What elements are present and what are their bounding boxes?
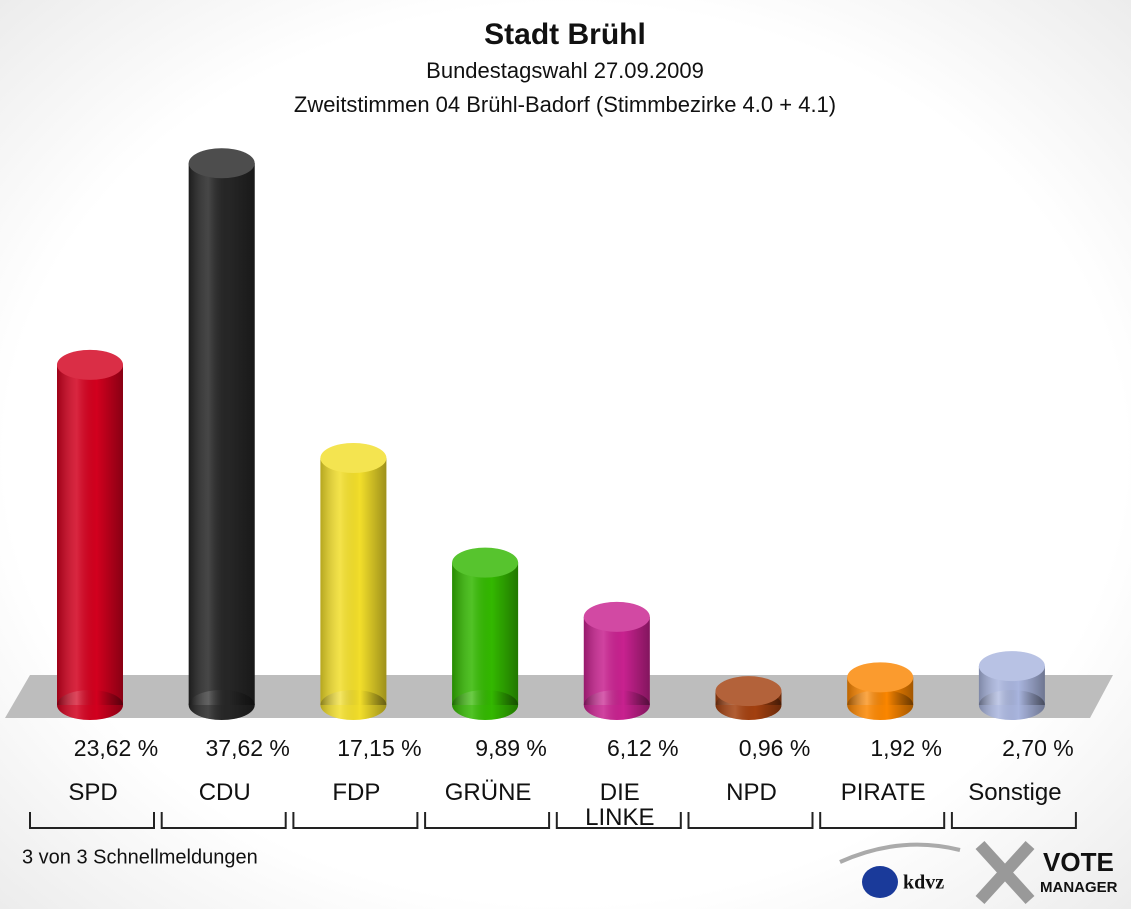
chart-subtitle: Zweitstimmen 04 Brühl-Badorf (Stimmbezir… — [294, 92, 836, 117]
bar-top — [188, 148, 255, 179]
bar-top-light — [583, 601, 650, 632]
bar-top-light — [715, 676, 782, 707]
bar-top-light — [320, 443, 387, 474]
logo-text: kdvz — [903, 872, 944, 894]
logo-text: VOTE — [1043, 847, 1114, 877]
category-bracket — [950, 812, 1077, 829]
x-tick-label: Sonstige — [968, 779, 1062, 806]
bar-top-light — [188, 148, 255, 179]
category-bracket — [29, 812, 155, 829]
logo-globe — [862, 866, 898, 898]
category-bracket — [424, 812, 551, 829]
category-bracket — [555, 812, 682, 829]
bar-top-light — [978, 651, 1045, 682]
bar-shade — [452, 562, 519, 705]
bar-top — [847, 662, 914, 693]
value-label: 37,62 % — [205, 735, 289, 761]
x-tick-label: GRÜNE — [444, 779, 532, 806]
bar-top-light — [57, 349, 123, 380]
bar-top — [583, 601, 650, 632]
x-tick-label: NPD — [726, 779, 777, 806]
logo-x — [975, 840, 1035, 905]
x-tick-label: DIE LINKE — [585, 779, 655, 831]
floor — [5, 675, 1113, 718]
bar-top — [320, 443, 387, 474]
category-bracket — [160, 812, 287, 829]
value-label: 23,62 % — [74, 735, 158, 761]
bar-top — [57, 349, 123, 380]
x-tick-label: PIRATE — [840, 779, 926, 806]
value-label: 2,70 % — [1002, 735, 1074, 761]
bar-top — [978, 651, 1045, 682]
category-bracket — [819, 812, 946, 829]
category-bracket — [687, 812, 814, 829]
bar-top-light — [847, 662, 914, 693]
category-bracket — [292, 812, 419, 829]
value-label: 9,89 % — [475, 735, 547, 761]
logo-text: MANAGER — [1040, 879, 1118, 896]
x-tick-label: FDP — [332, 779, 381, 806]
bar-shade — [320, 458, 387, 705]
bar-shade — [57, 364, 123, 705]
chart-subtitle: Bundestagswahl 27.09.2009 — [426, 58, 704, 83]
x-tick-label: SPD — [68, 779, 118, 806]
value-label: 0,96 % — [739, 735, 811, 761]
chart-title: Stadt Brühl — [484, 18, 646, 51]
bar-top-light — [452, 547, 519, 578]
value-label: 1,92 % — [870, 735, 942, 761]
bar-top — [452, 547, 519, 578]
x-tick-label: CDU — [198, 779, 251, 806]
logo-swoosh — [839, 842, 961, 864]
value-label: 17,15 % — [337, 735, 421, 761]
bar-top — [715, 676, 782, 707]
footer: 3 von 3 Schnellmeldungen — [22, 846, 258, 868]
bar-shade — [188, 163, 255, 706]
value-label: 6,12 % — [607, 735, 679, 761]
